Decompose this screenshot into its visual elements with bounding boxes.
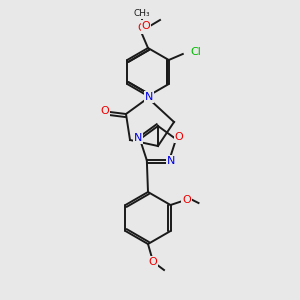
Text: CH₃: CH₃ [134,10,150,19]
Text: O: O [175,132,183,142]
Text: N: N [167,156,176,167]
Text: N: N [134,133,142,143]
Text: O: O [142,21,150,31]
Text: O: O [100,106,109,116]
Text: O: O [182,195,191,205]
Text: N: N [145,92,153,102]
Text: O: O [138,23,146,33]
Text: Cl: Cl [191,47,202,57]
Text: O: O [148,257,158,267]
